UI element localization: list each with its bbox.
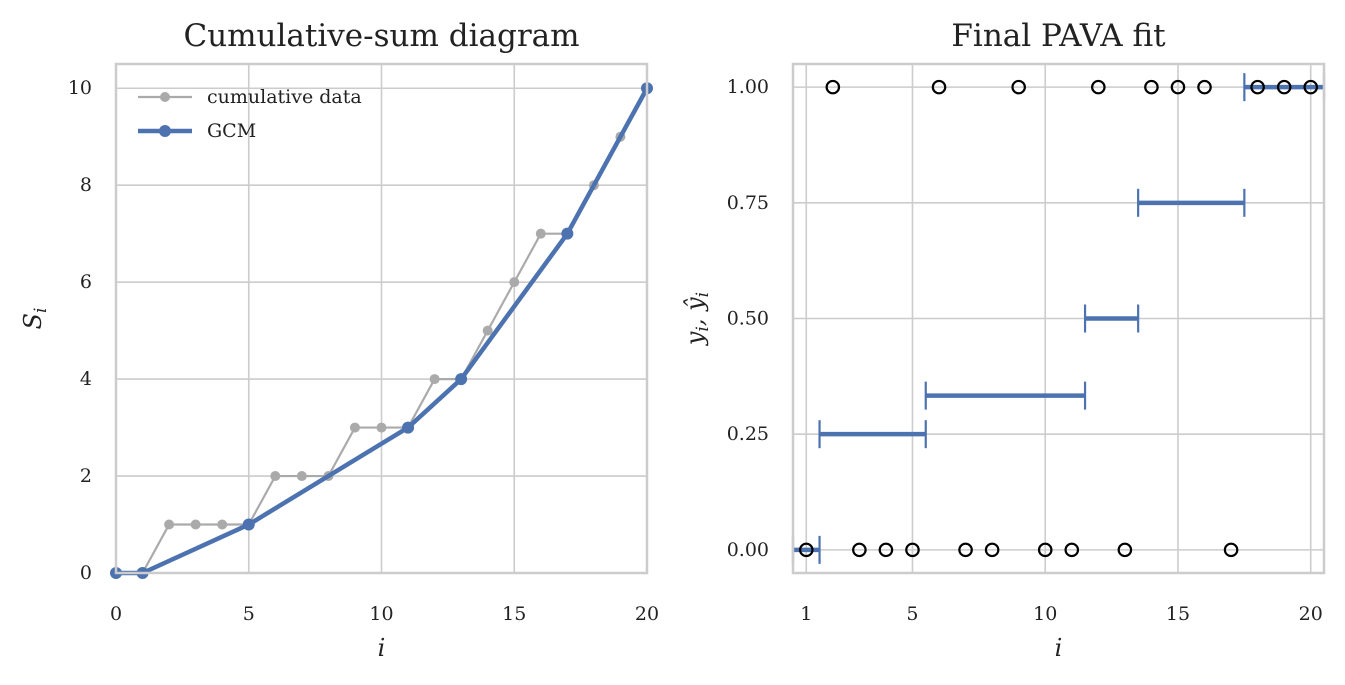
legend-label-cumulative: cumulative data <box>207 86 362 108</box>
y-tick-label: 6 <box>80 271 92 293</box>
cumulative-data-point <box>535 228 546 239</box>
y-tick-label: 1.00 <box>727 76 769 98</box>
data-point <box>1144 79 1159 95</box>
y-tick-label: 8 <box>80 174 92 196</box>
pava-fit-chart: Final PAVA fit 1 5 10 15 200.000.250.500.751… <box>681 18 1326 662</box>
legend-marker-cumulative <box>160 92 170 102</box>
cumulative-data-point <box>190 519 201 530</box>
gcm-point <box>402 421 415 434</box>
gcm-point <box>455 373 468 386</box>
cumulative-sum-chart: Cumulative-sum diagram 0 5 10 15 20 0 2 4 6 8 10 cu… <box>19 18 659 662</box>
x-tick-label: 5 <box>243 603 255 625</box>
data-point <box>1170 79 1186 95</box>
x-tick-label: 15 <box>1166 603 1190 625</box>
chart-title: Final PAVA fit <box>951 18 1166 54</box>
y-tick-label: 0.00 <box>727 539 769 561</box>
cumulative-data-point <box>429 374 440 385</box>
gcm-point <box>242 518 255 531</box>
x-tick-label: 20 <box>635 603 659 625</box>
data-point <box>1197 79 1212 95</box>
x-tick-label: 20 <box>1299 603 1323 625</box>
y-tick-label: 0.25 <box>727 423 769 445</box>
data-point <box>1064 542 1080 558</box>
data-point <box>1223 542 1239 558</box>
y-tick-label: 0 <box>80 562 92 584</box>
y-tick-label: 4 <box>80 368 92 390</box>
data-point <box>958 542 973 558</box>
cumulative-data-point <box>376 422 387 433</box>
x-tick-label: 0 <box>110 603 122 625</box>
data-point <box>1276 79 1292 95</box>
x-tick-label: 15 <box>502 603 526 625</box>
data-point <box>1303 79 1319 95</box>
y-tick-label: 0.75 <box>727 192 769 214</box>
data-point <box>1011 79 1026 95</box>
data-point <box>825 79 841 95</box>
data-point <box>905 542 920 558</box>
cumulative-data-point <box>296 471 307 482</box>
x-axis-label: i <box>378 634 386 662</box>
x-tick-label: 5 <box>906 603 918 625</box>
legend-marker-gcm <box>159 125 171 137</box>
chart-title: Cumulative-sum diagram <box>183 18 579 54</box>
x-tick-label: 10 <box>1033 603 1057 625</box>
axes-frame <box>791 62 1326 575</box>
cumulative-data-point <box>270 471 281 482</box>
x-tick-label: 1 <box>800 603 812 625</box>
cumulative-data-point <box>349 422 360 433</box>
cumulative-data-point <box>164 519 175 530</box>
data-point <box>878 542 894 558</box>
cumulative-data-point <box>509 277 520 288</box>
data-point <box>1091 79 1106 95</box>
y-tick-label: 0.50 <box>727 308 769 330</box>
x-axis-label: i <box>1055 634 1063 662</box>
data-point <box>1037 542 1053 558</box>
data-point <box>798 542 814 558</box>
y-axis-label: yi, ŷi <box>681 292 713 346</box>
y-axis-label: Si <box>19 308 51 330</box>
gcm-point <box>561 227 574 240</box>
data-point <box>852 542 867 558</box>
cumulative-data-point <box>482 325 493 336</box>
data-point <box>1250 79 1265 95</box>
data-point <box>1117 542 1133 558</box>
legend-label-gcm: GCM <box>207 120 256 142</box>
y-tick-label: 10 <box>68 77 92 99</box>
data-point <box>984 542 1000 558</box>
y-tick-label: 2 <box>80 465 92 487</box>
axes-frame <box>114 62 649 575</box>
data-point <box>931 79 947 95</box>
x-tick-label: 10 <box>369 603 393 625</box>
cumulative-data-point <box>217 519 228 530</box>
